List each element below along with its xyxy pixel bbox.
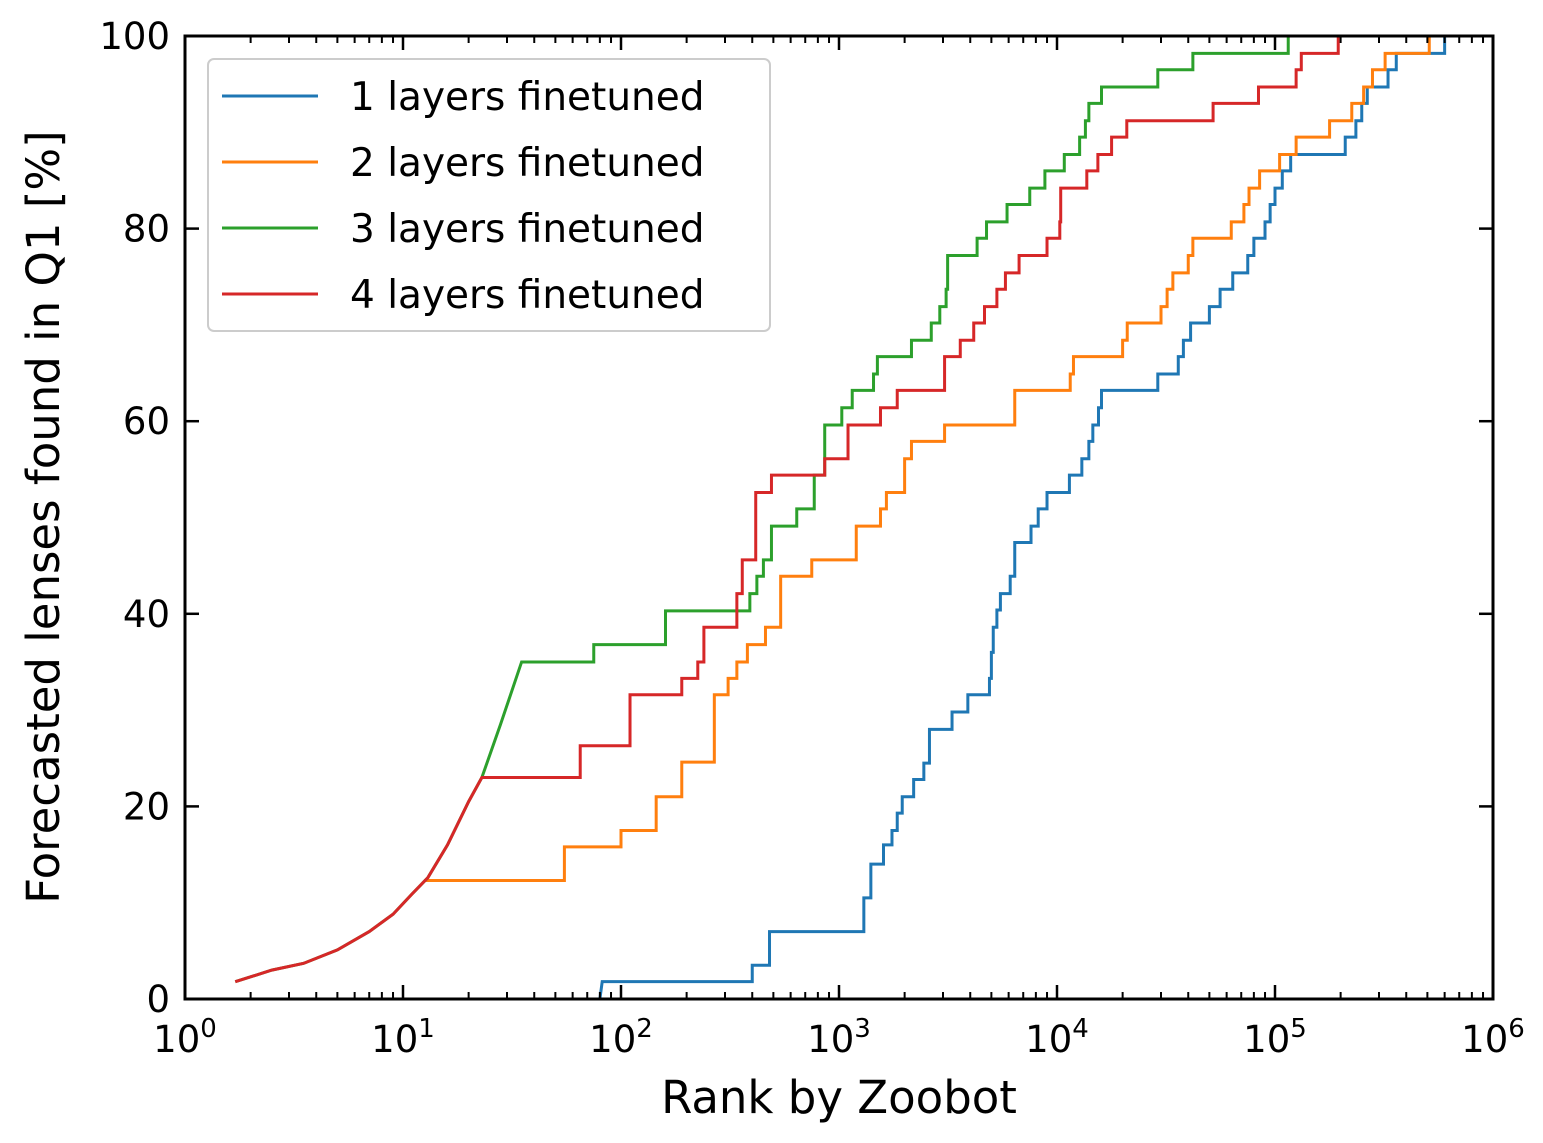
y-tick-labels: 0 20 40 60 80 100 <box>99 15 170 1021</box>
x-tick-label: 106 <box>1461 1014 1525 1061</box>
series-line-3 <box>234 36 1290 984</box>
x-tick-label: 100 <box>153 1014 217 1061</box>
legend-label-3: 3 layers finetuned <box>350 207 705 252</box>
x-axis-label: Rank by Zoobot <box>661 1071 1017 1124</box>
y-tick-label: 40 <box>123 593 170 636</box>
y-tick-label: 60 <box>123 400 170 443</box>
x-tick-label: 105 <box>1243 1014 1307 1061</box>
y-tick-label: 20 <box>123 785 170 828</box>
x-tick-label: 104 <box>1025 1014 1089 1061</box>
series-line-2 <box>424 36 1431 883</box>
series-line-1 <box>598 36 1447 999</box>
x-tick-labels: 100 101 102 103 104 105 106 <box>153 1014 1525 1061</box>
plot-frame <box>183 34 1495 1001</box>
legend-label-2: 2 layers finetuned <box>350 141 705 186</box>
y-tick-label: 0 <box>146 978 170 1021</box>
legend-frame <box>207 58 771 332</box>
series-line-4 <box>234 36 1340 984</box>
legend: 1 layers finetuned 2 layers finetuned 3 la… <box>207 58 771 332</box>
y-axis-label: Forecasted lenses found in Q1 [%] <box>17 130 70 903</box>
x-tick-label: 103 <box>807 1014 871 1061</box>
y-tick-label: 80 <box>123 208 170 251</box>
legend-label-4: 4 layers finetuned <box>350 273 705 318</box>
x-tick-label: 102 <box>589 1014 653 1061</box>
y-tick-label: 100 <box>99 15 170 58</box>
legend-label-1: 1 layers finetuned <box>350 75 705 120</box>
x-tick-label: 101 <box>371 1014 435 1061</box>
series-layer <box>234 36 1447 999</box>
